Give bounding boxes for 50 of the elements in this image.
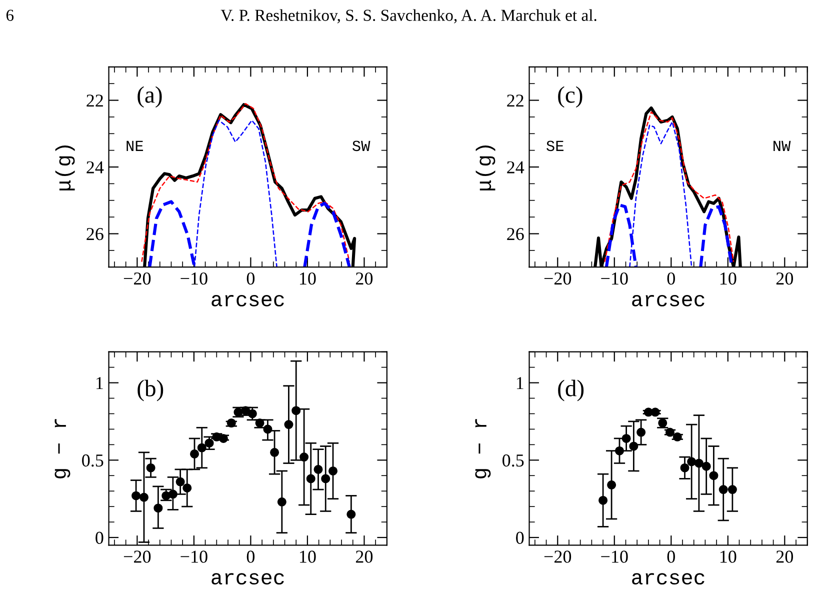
y-axis-title: μ(g) xyxy=(476,146,496,190)
y-axis-title: g − r xyxy=(475,419,491,478)
y-tick-label: 26 xyxy=(86,228,104,240)
y-tick-label: 22 xyxy=(507,94,524,107)
x-tick-label: 10 xyxy=(720,550,736,563)
x-tick-label: 0 xyxy=(667,272,675,285)
y-tick-label: 24 xyxy=(86,161,104,174)
annotation: NE xyxy=(126,140,144,151)
y-axis-title: μ(g) xyxy=(55,146,75,190)
x-tick-label: 20 xyxy=(776,550,793,563)
annotation: (b) xyxy=(138,380,164,402)
text: V. P. Reshetnikov, S. S. Savchenko, A. A. Marchuk et al. xyxy=(220,9,596,24)
y-tick-label: 1 xyxy=(516,377,524,390)
annotation: SW xyxy=(352,140,370,152)
x-tick-label: 0 xyxy=(246,550,255,563)
x-tick-label: −10 xyxy=(180,550,208,563)
annotation: (a) xyxy=(138,86,162,108)
x-axis-title: arcsec xyxy=(212,573,284,585)
x-tick-label: 0 xyxy=(667,550,675,563)
y-tick-label: 0 xyxy=(516,532,524,544)
y-tick-label: 26 xyxy=(507,228,524,240)
x-tick-label: −10 xyxy=(180,272,208,285)
y-tick-label: 0 xyxy=(96,532,104,544)
annotation: (d) xyxy=(558,380,584,402)
x-tick-label: −10 xyxy=(601,272,628,285)
x-tick-label: 10 xyxy=(720,272,736,285)
x-tick-label: 20 xyxy=(776,272,793,285)
y-tick-label: 22 xyxy=(86,94,103,107)
x-tick-label: −20 xyxy=(544,550,572,563)
x-tick-label: 10 xyxy=(300,550,316,563)
y-tick-label: 0.5 xyxy=(502,454,524,467)
x-tick-label: 20 xyxy=(356,272,373,285)
y-tick-label: 1 xyxy=(96,377,103,390)
y-tick-label: 0.5 xyxy=(82,454,104,467)
x-tick-label: 20 xyxy=(356,550,373,563)
y-tick-label: 24 xyxy=(507,161,524,174)
annotation: (c) xyxy=(558,86,582,108)
x-tick-label: −20 xyxy=(544,272,572,285)
x-axis-title: arcsec xyxy=(632,573,704,585)
y-axis-title: g − r xyxy=(54,419,70,478)
x-tick-label: 10 xyxy=(300,272,316,285)
annotation: SE xyxy=(546,140,564,152)
x-tick-label: −10 xyxy=(601,550,628,563)
x-tick-label: −20 xyxy=(124,272,151,285)
x-tick-label: 0 xyxy=(246,272,255,285)
text: 6 xyxy=(6,10,14,21)
x-axis-title: arcsec xyxy=(212,294,284,306)
x-tick-label: −20 xyxy=(124,550,151,563)
annotation: NW xyxy=(774,140,791,151)
x-axis-title: arcsec xyxy=(632,294,704,306)
